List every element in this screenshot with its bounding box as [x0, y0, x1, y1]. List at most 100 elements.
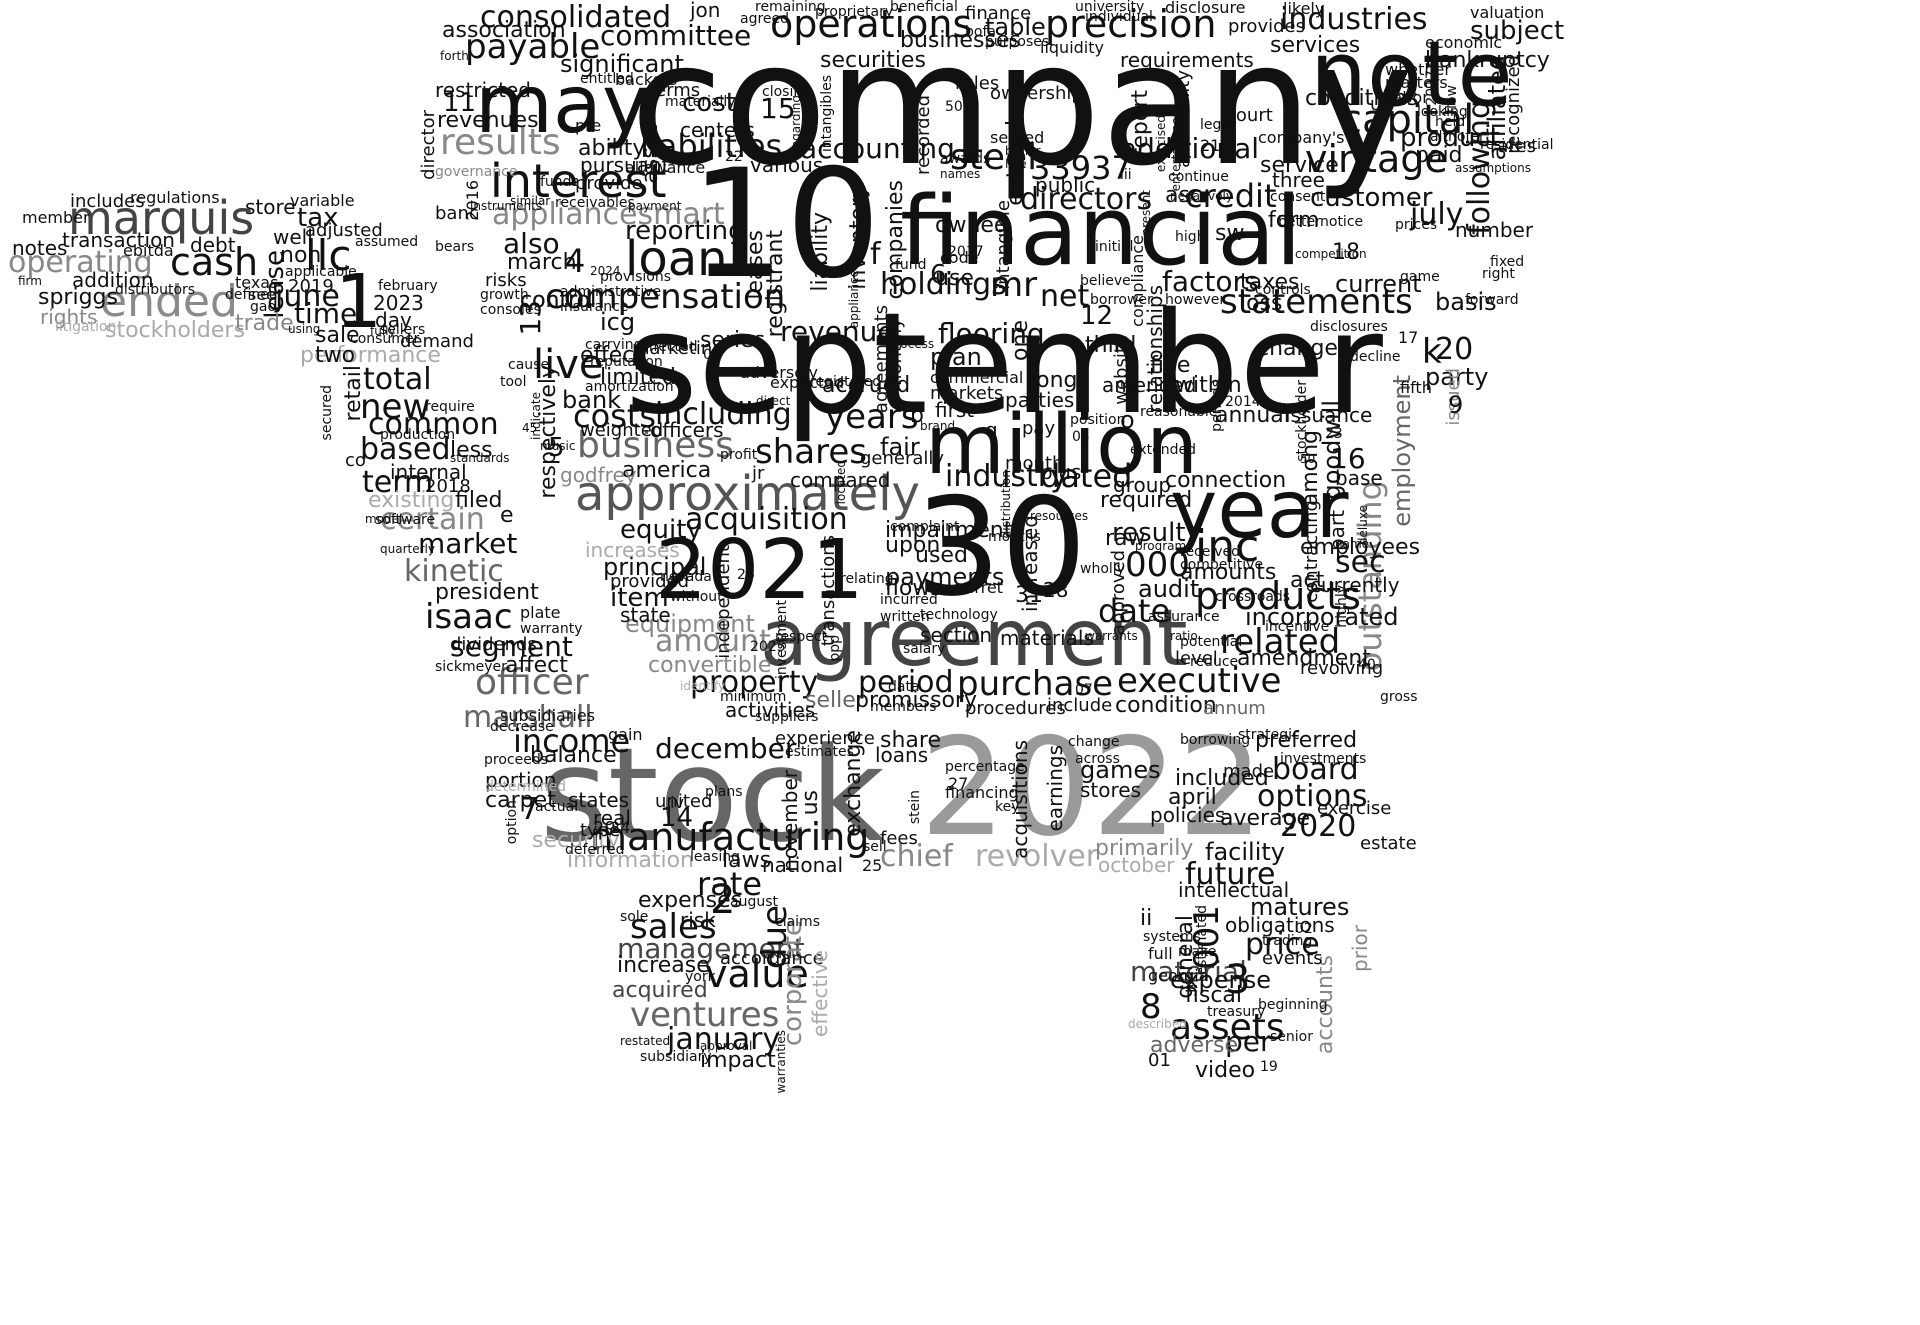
word-technology: technology [920, 607, 998, 623]
word-made: made [1223, 761, 1275, 782]
word-18: 18 [1332, 240, 1360, 265]
word-experience: experience [775, 728, 875, 749]
word-backers: backers [615, 70, 678, 89]
word-association: association [442, 18, 566, 43]
word-likely: likely [1283, 0, 1325, 18]
word-member: member [22, 208, 90, 227]
word-affected: affected [640, 339, 698, 355]
word-approval: approval [700, 1039, 753, 1053]
word-investments: investments [1280, 751, 1367, 767]
word-9: 9 [1448, 391, 1464, 419]
word-subsidiary: subsidiary [640, 1049, 712, 1065]
word-2018: 2018 [425, 476, 471, 497]
word-reputation: reputation [590, 354, 663, 370]
word-written: written [880, 609, 930, 625]
word-expected: expected [770, 373, 845, 392]
word-include: include [1047, 695, 1113, 716]
word-name: name [1335, 537, 1370, 551]
word-30: 30 [915, 469, 1087, 626]
word-february: february [378, 278, 438, 294]
word-financial: financial [900, 177, 1302, 287]
word-demand: demand [400, 331, 474, 352]
word-consent: consent [1270, 189, 1326, 205]
word-resources: resources [1030, 509, 1089, 523]
word-portion: portion [485, 768, 557, 792]
word-payments: payments [885, 563, 1005, 591]
word-disclosure: disclosure [1165, 0, 1246, 17]
word-carpet: carpet [485, 788, 556, 813]
word-27: 27 [948, 774, 969, 793]
word-equity: equity [620, 515, 702, 545]
word-vintage: vintage [1305, 137, 1448, 181]
word-crossroads: crossroads [1215, 589, 1291, 605]
word-position: position [1070, 412, 1126, 428]
word-model: model [365, 512, 403, 526]
word-interest: interest [490, 154, 667, 208]
word-awards: awards [940, 151, 991, 167]
word-applicable: applicable [285, 264, 357, 280]
word-third: third [1085, 333, 1137, 358]
word-process: process [888, 337, 935, 351]
word-code: code [940, 248, 979, 267]
word-connection: connection [1165, 468, 1287, 493]
word-stores: stores [1080, 778, 1142, 802]
word-beginning: beginning [1258, 997, 1328, 1013]
word-affect: affect [505, 653, 568, 678]
word-required: required [1100, 488, 1193, 513]
word-litigation: litigation [55, 319, 117, 335]
word-rate: rate [697, 865, 762, 903]
word-adjusted: adjusted [305, 220, 383, 241]
word-incentive: incentive [1265, 619, 1330, 635]
word-stein: stein [907, 790, 923, 825]
word-balance: balance [530, 743, 617, 768]
word-assumed: assumed [355, 234, 419, 250]
word-university: university [1075, 0, 1145, 15]
word-see: see [248, 285, 277, 304]
word-icg: icg [600, 308, 636, 336]
word-costs: costs [573, 397, 657, 435]
word-prior: prior [1348, 925, 1372, 972]
word-consumer: consumer [350, 331, 420, 347]
word-warrants: warrants [1085, 629, 1138, 643]
word-executive: executive [1117, 661, 1282, 701]
word-plan: plan [930, 343, 982, 371]
word-debt: debt [190, 233, 236, 257]
word-capital: capital [1340, 97, 1475, 143]
word-reasonable: reasonable [1140, 404, 1218, 420]
word-existing: existing [368, 488, 455, 513]
word-15: 15 [760, 92, 796, 125]
word-matters: matters [1385, 73, 1448, 92]
word-liquidity: liquidity [1040, 38, 1104, 57]
word-registered: registered [810, 374, 882, 390]
word-better: better [1278, 214, 1321, 230]
word-sell: sell [863, 839, 887, 855]
word-september: september [625, 283, 1383, 446]
word-committee: committee [600, 19, 752, 52]
word-earnings: earnings [1043, 745, 1067, 832]
word-33937: 33937 [1030, 149, 1132, 187]
word-restated: restated [620, 1034, 671, 1048]
word-inc: inc [1195, 521, 1260, 572]
word-included: included [1175, 766, 1269, 791]
word-owned: owned [935, 213, 1008, 238]
word-august: august [730, 894, 778, 910]
word-management: management [617, 932, 805, 965]
word-software: software [375, 512, 436, 528]
word-17: 17 [1398, 328, 1419, 347]
word-estimated: estimated [1194, 905, 1210, 976]
word-long: long [1030, 368, 1078, 393]
word-fixed: fixed [1490, 254, 1525, 270]
word-adverse: adverse [1150, 1033, 1239, 1058]
word-cash: cash [170, 240, 259, 284]
word-valuation: valuation [1470, 3, 1545, 22]
word-york: york [685, 969, 716, 985]
word-profit: profit [720, 447, 758, 463]
word-spriggs: spriggs [38, 285, 118, 310]
word-8: 8 [1140, 987, 1162, 1027]
word-results: results [440, 122, 561, 163]
word-relating: relating [840, 571, 894, 587]
word-10: 10 [690, 138, 881, 312]
word-bofa: bofa [965, 24, 996, 40]
word-sellers: sellers [380, 322, 426, 338]
word-cause: cause [508, 357, 550, 373]
